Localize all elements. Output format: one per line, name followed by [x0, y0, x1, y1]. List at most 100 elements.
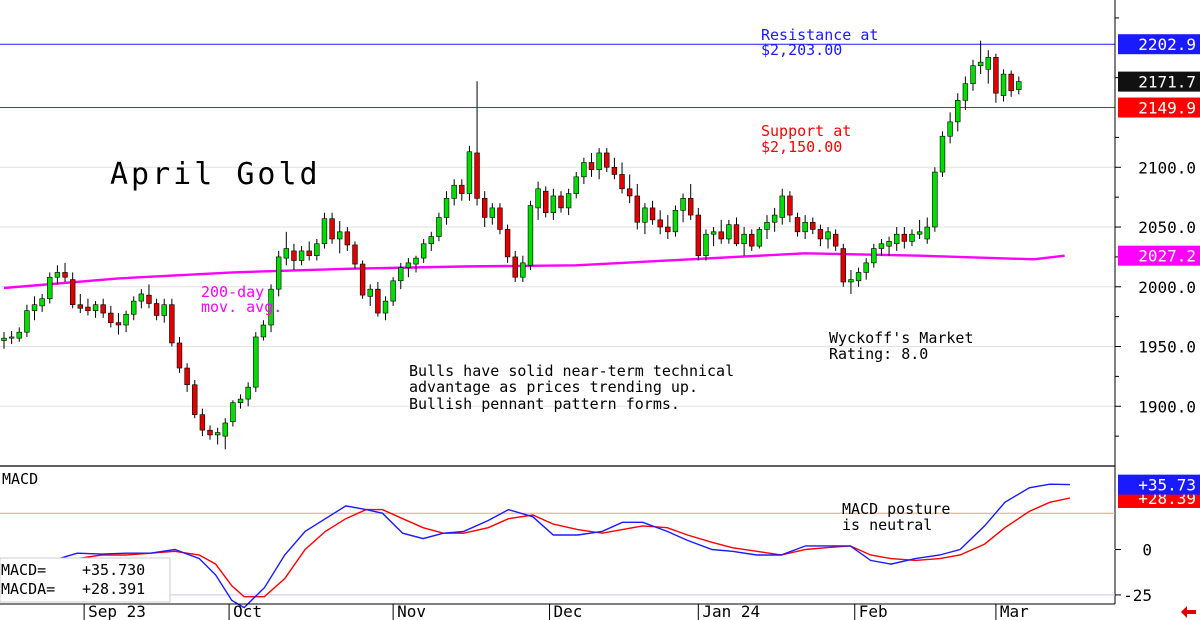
commentary-line-1: Bulls have solid near-term technical [409, 362, 734, 380]
candle-down [817, 229, 824, 240]
macd-title: MACD [2, 470, 38, 488]
candle-up [863, 262, 869, 273]
candle-up [420, 243, 427, 259]
candle-down [810, 221, 816, 230]
resistance-label: Resistance at [761, 26, 878, 44]
candle-down [695, 214, 702, 257]
candle-up [947, 121, 953, 137]
candle-down [306, 250, 312, 257]
candle-up [977, 61, 984, 67]
candle-down [474, 152, 480, 199]
price-tick-label: 2050.0 [1138, 218, 1196, 237]
candle-down [832, 233, 839, 247]
candle-up [779, 195, 785, 218]
time-axis: Sep 23 Oct Nov Dec Jan 24 Feb Mar [0, 602, 1115, 620]
candle-down [115, 322, 122, 326]
candle-up [321, 218, 328, 245]
candle-up [314, 243, 320, 257]
candle-up [1, 337, 7, 341]
candle-up [405, 262, 412, 268]
candle-up [16, 331, 22, 339]
candle-down [649, 207, 656, 221]
candle-up [337, 231, 343, 240]
candle-up [726, 224, 732, 240]
candle-down [626, 188, 633, 197]
macd-badge-text: +35.73 [1138, 476, 1196, 495]
candle-up [283, 248, 290, 259]
time-tick-label: Sep 23 [88, 602, 146, 620]
candle-up [8, 336, 15, 339]
candle-up [451, 184, 457, 199]
macda-readout-label: MACDA= [1, 580, 55, 598]
candle-up [92, 304, 99, 311]
candle-up [535, 188, 541, 209]
macd-tick-label: 0 [1142, 541, 1152, 560]
candle-down [733, 224, 740, 245]
candle-down [543, 190, 549, 213]
candle-up [230, 402, 236, 423]
candle-up [398, 267, 404, 282]
candle-up [161, 304, 167, 316]
moving-average-line [3, 252, 1065, 290]
candle-up [520, 262, 526, 278]
candle-down [512, 256, 518, 278]
candle-down [192, 384, 198, 415]
candle-up [878, 243, 885, 249]
candle-up [703, 233, 709, 257]
candle-down [176, 342, 183, 369]
time-tick-label: Dec [554, 602, 583, 620]
candle-up [802, 221, 808, 233]
candle-up [466, 151, 473, 194]
candle-down [481, 198, 488, 218]
candle-down [993, 57, 999, 94]
support-badge-text: 2149.9 [1138, 99, 1196, 118]
candle-down [1008, 73, 1014, 92]
candle-down [85, 306, 91, 311]
candle-down [687, 198, 694, 216]
candle-up [268, 288, 274, 326]
candle-down [108, 312, 114, 323]
price-panel: April Gold Resistance at $2,203.00 Suppo… [0, 26, 1115, 450]
candle-up [260, 324, 267, 338]
candle-up [123, 313, 129, 326]
commentary-line-2: advantage as prices trending up. [409, 378, 698, 396]
price-tick-label: 2100.0 [1138, 158, 1196, 177]
candle-down [291, 250, 297, 261]
candle-down [558, 195, 564, 209]
candle-up [848, 279, 854, 283]
market-rating-label: Wyckoff's Market [829, 329, 974, 347]
candle-down [359, 263, 366, 296]
moving-average-label: 200-day [201, 283, 264, 301]
candle-down [169, 304, 175, 344]
macd-line [3, 483, 1071, 609]
candle-up [436, 217, 442, 237]
support-value-label: $2,150.00 [761, 138, 842, 156]
macd-readout-value: +35.730 [82, 561, 145, 579]
candle-down [749, 233, 755, 247]
candle-up [131, 300, 137, 315]
candle-down [199, 414, 206, 431]
candle-up [298, 250, 305, 261]
candle-up [970, 65, 976, 84]
candle-up [756, 229, 763, 247]
support-badge [1118, 97, 1200, 118]
macda-readout-value: +28.391 [82, 580, 145, 598]
candle-up [939, 135, 946, 173]
candle-up [672, 209, 679, 233]
candle-up [932, 171, 938, 228]
moving-average-label-line2: mov. avg. [201, 298, 282, 316]
scroll-right-arrow-icon[interactable] [1181, 606, 1196, 618]
candle-up [710, 231, 717, 235]
candle-down [62, 272, 68, 278]
moving-average-badge [1118, 245, 1200, 266]
candle-up [985, 57, 991, 70]
time-tick-label: Jan 24 [702, 602, 760, 620]
candle-up [390, 280, 396, 302]
candle-up [1016, 81, 1022, 90]
candle-up [825, 231, 831, 240]
candle-down [69, 279, 76, 305]
candle-up [886, 241, 892, 247]
macd-posture-label: MACD posture [842, 500, 950, 518]
candle-up [39, 298, 45, 307]
candle-up [871, 248, 877, 264]
